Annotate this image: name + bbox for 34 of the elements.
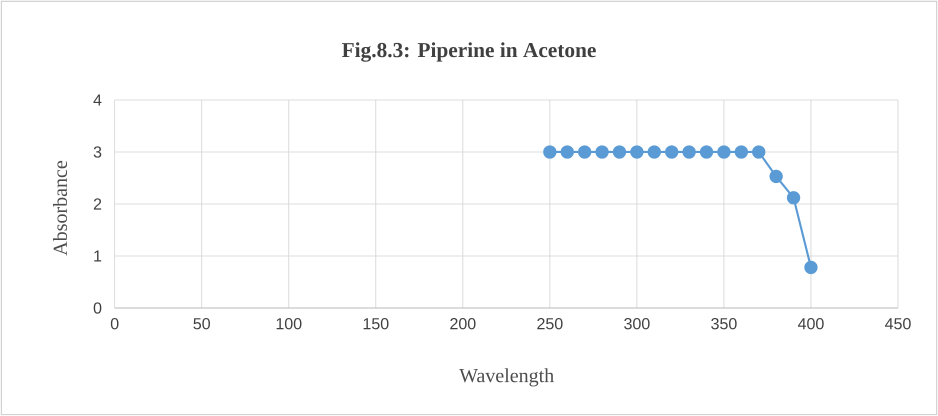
point [578,145,592,159]
point [595,145,609,159]
x-tick-label: 250 [537,318,563,330]
point [804,260,818,274]
point [769,170,783,184]
x-tick-label: 300 [624,318,650,330]
x-tick-label: 450 [885,318,911,330]
point [700,145,714,159]
point [630,145,644,159]
point [752,145,766,159]
y-tick-label: 1 [94,250,102,262]
y-tick-label: 0 [94,302,102,314]
point [648,145,661,159]
y-tick-label: 3 [94,146,102,158]
point [543,145,557,159]
point [717,145,731,159]
y-tick-label: 2 [94,198,102,210]
point [612,145,626,159]
x-tick-label: 50 [193,318,210,330]
point [665,145,678,159]
y-axis-title: Absorbance [52,160,68,256]
chart-title: Fig.8.3: Piperine in Acetone [342,42,596,62]
x-tick-label: 400 [798,318,824,330]
point [560,145,574,159]
x-tick-label: 200 [450,318,476,330]
x-tick-label: 0 [110,318,119,330]
point [786,191,800,204]
point [734,145,748,159]
x-axis-title: Wavelength [459,368,554,386]
x-tick-label: 350 [711,318,737,330]
y-tick-label: 4 [93,94,102,106]
x-tick-label: 150 [364,318,389,330]
point [682,145,696,159]
x-tick-label: 100 [276,318,302,330]
